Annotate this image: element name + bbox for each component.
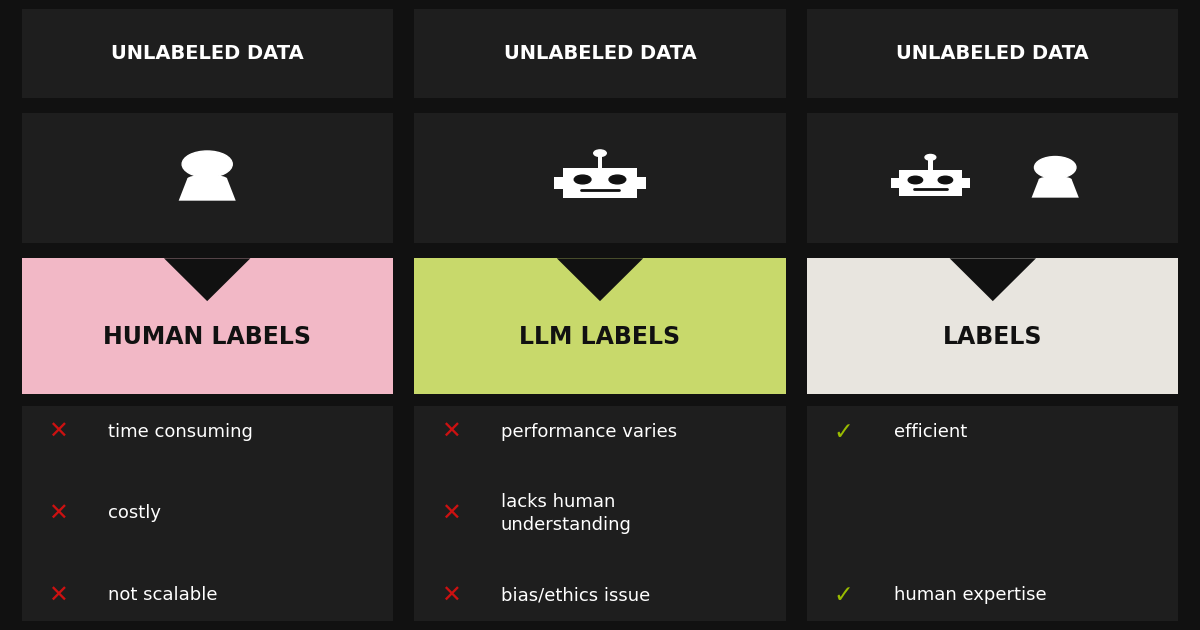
Text: ✕: ✕ [440, 420, 461, 444]
Circle shape [908, 176, 923, 184]
Text: ✕: ✕ [48, 583, 67, 607]
Text: LABELS: LABELS [943, 325, 1043, 349]
Bar [564, 168, 636, 198]
Polygon shape [164, 258, 251, 301]
Polygon shape [557, 258, 643, 301]
Text: ✕: ✕ [440, 501, 461, 525]
Bar [414, 406, 786, 621]
Bar [808, 113, 1178, 243]
Text: UNLABELED DATA: UNLABELED DATA [110, 44, 304, 63]
Bar [22, 9, 392, 98]
Bar [808, 9, 1178, 98]
Bar [808, 406, 1178, 621]
Circle shape [182, 151, 233, 177]
Text: LLM LABELS: LLM LABELS [520, 325, 680, 349]
Text: ✕: ✕ [48, 501, 67, 525]
Polygon shape [179, 179, 235, 201]
Text: UNLABELED DATA: UNLABELED DATA [896, 44, 1090, 63]
Bar [598, 156, 602, 168]
Bar [414, 113, 786, 243]
Ellipse shape [1039, 176, 1072, 183]
Text: human expertise: human expertise [894, 587, 1046, 604]
Bar [22, 406, 392, 621]
Text: performance varies: performance varies [500, 423, 677, 440]
Circle shape [938, 176, 953, 184]
Bar [554, 177, 564, 189]
Bar [808, 258, 1178, 394]
Text: ✕: ✕ [48, 420, 67, 444]
Circle shape [1034, 156, 1076, 178]
Bar [22, 113, 392, 243]
Bar [899, 170, 962, 196]
Text: UNLABELED DATA: UNLABELED DATA [504, 44, 696, 63]
Text: costly: costly [108, 505, 161, 522]
Bar [636, 177, 646, 189]
Text: HUMAN LABELS: HUMAN LABELS [103, 325, 311, 349]
Polygon shape [1032, 180, 1079, 198]
Text: not scalable: not scalable [108, 587, 217, 604]
Bar [22, 258, 392, 394]
Bar [929, 160, 932, 170]
Text: efficient: efficient [894, 423, 967, 440]
Text: time consuming: time consuming [108, 423, 253, 440]
Circle shape [594, 150, 606, 156]
Circle shape [610, 175, 625, 184]
Bar [414, 9, 786, 98]
Circle shape [925, 154, 936, 160]
Polygon shape [949, 258, 1036, 301]
Text: ✓: ✓ [834, 420, 853, 444]
Circle shape [575, 175, 590, 184]
Bar [414, 258, 786, 394]
Text: bias/ethics issue: bias/ethics issue [500, 587, 650, 604]
Bar [962, 178, 970, 188]
Text: ✓: ✓ [834, 583, 853, 607]
Ellipse shape [187, 175, 227, 183]
Text: ✕: ✕ [440, 583, 461, 607]
Text: lacks human
understanding: lacks human understanding [500, 493, 631, 534]
Bar [892, 178, 899, 188]
